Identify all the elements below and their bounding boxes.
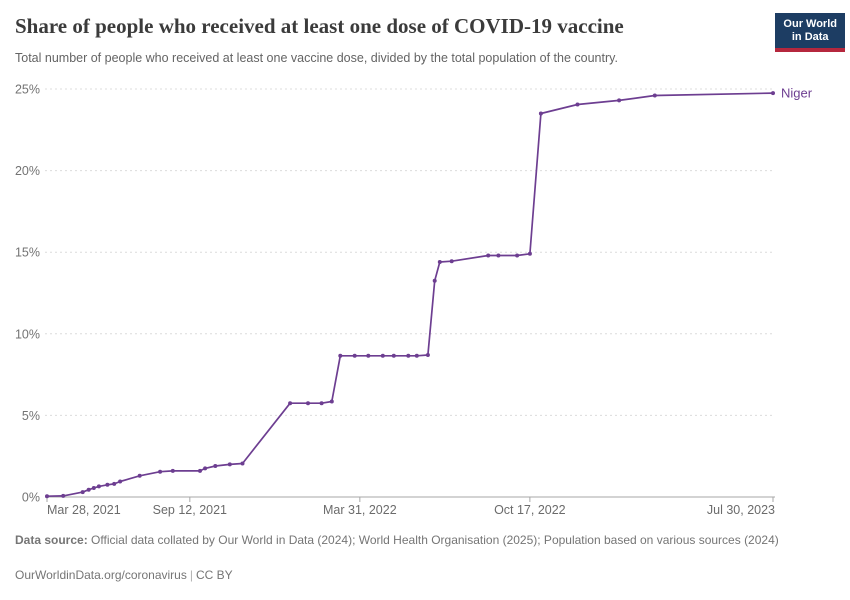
data-point bbox=[515, 253, 520, 258]
data-point bbox=[406, 353, 411, 358]
data-point bbox=[527, 251, 532, 256]
license-line: OurWorldinData.org/coronavirus | CC BY bbox=[15, 568, 233, 582]
data-point bbox=[227, 462, 232, 467]
data-point bbox=[486, 253, 491, 258]
data-source-text: Official data collated by Our World in D… bbox=[91, 533, 779, 547]
owid-logo-line1: Our World bbox=[783, 18, 837, 30]
data-point bbox=[425, 353, 430, 357]
data-point bbox=[437, 260, 442, 264]
owid-logo: Our World in Data bbox=[775, 13, 845, 52]
data-source-note: Data source: Official data collated by O… bbox=[15, 532, 810, 549]
data-point bbox=[575, 102, 580, 107]
data-point bbox=[80, 490, 85, 495]
x-tick-label: Sep 12, 2021 bbox=[153, 503, 227, 517]
data-point bbox=[338, 353, 343, 358]
data-point bbox=[449, 259, 454, 264]
data-point bbox=[105, 482, 110, 487]
data-point bbox=[170, 468, 175, 473]
data-source-label: Data source: bbox=[15, 533, 88, 547]
data-point bbox=[380, 353, 385, 358]
y-tick-label: 25% bbox=[15, 83, 40, 97]
trend-line bbox=[46, 92, 774, 498]
data-point bbox=[288, 401, 293, 406]
series-label: Niger bbox=[781, 86, 813, 101]
y-tick-label: 5% bbox=[22, 409, 40, 423]
y-tick-label: 0% bbox=[22, 491, 40, 505]
data-point bbox=[203, 466, 208, 471]
data-point bbox=[96, 484, 101, 489]
data-point bbox=[198, 468, 202, 473]
data-point bbox=[366, 353, 371, 358]
data-point bbox=[329, 399, 334, 404]
data-point bbox=[306, 401, 310, 406]
data-point bbox=[45, 494, 49, 499]
data-point bbox=[352, 353, 357, 358]
data-point bbox=[496, 253, 501, 258]
chart-subtitle: Total number of people who received at l… bbox=[15, 51, 618, 65]
owid-url-link[interactable]: OurWorldinData.org/coronavirus bbox=[15, 568, 187, 582]
data-point bbox=[617, 98, 622, 103]
data-point bbox=[112, 481, 117, 486]
x-tick-label: Oct 17, 2022 bbox=[494, 503, 566, 517]
x-tick-label: Mar 28, 2021 bbox=[47, 503, 121, 517]
data-point bbox=[118, 479, 123, 484]
data-point bbox=[391, 353, 396, 358]
data-point bbox=[771, 91, 775, 96]
chart-title: Share of people who received at least on… bbox=[15, 14, 624, 38]
data-point bbox=[86, 487, 91, 492]
data-point bbox=[158, 469, 163, 474]
y-tick-label: 10% bbox=[15, 327, 40, 341]
x-tick-label: Mar 31, 2022 bbox=[323, 503, 397, 517]
data-point bbox=[432, 278, 437, 283]
license-separator: | bbox=[189, 568, 193, 582]
data-point bbox=[538, 111, 543, 116]
data-point bbox=[213, 464, 218, 468]
data-point bbox=[61, 493, 66, 498]
data-point bbox=[91, 486, 96, 490]
owid-logo-line2: in Data bbox=[791, 31, 829, 43]
y-tick-label: 15% bbox=[15, 246, 40, 260]
data-point bbox=[319, 401, 324, 406]
data-point bbox=[414, 353, 419, 358]
license-label: CC BY bbox=[195, 568, 233, 582]
y-tick-label: 20% bbox=[15, 164, 40, 178]
x-tick-label: Jul 30, 2023 bbox=[707, 503, 775, 517]
data-point bbox=[240, 461, 245, 466]
data-point bbox=[652, 93, 657, 98]
data-point bbox=[137, 473, 142, 478]
